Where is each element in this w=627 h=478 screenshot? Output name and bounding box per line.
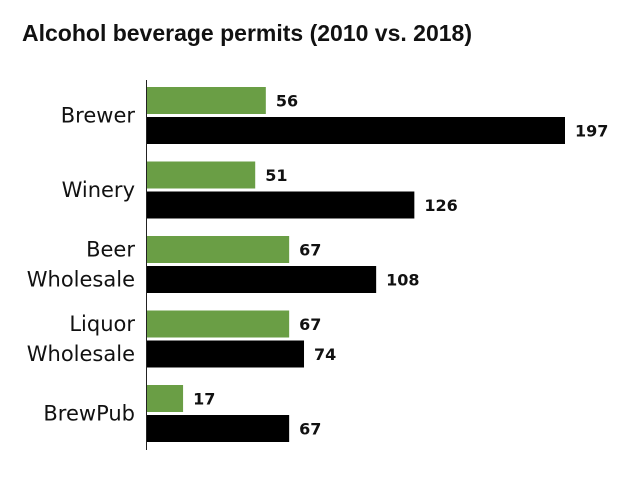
data-label: 67: [299, 315, 321, 334]
bar-2018: [147, 340, 305, 368]
bar-2010: [147, 87, 266, 114]
data-label: 74: [314, 345, 336, 364]
bar-2010: [147, 236, 290, 263]
data-label: 67: [299, 241, 321, 260]
chart-title: Alcohol beverage permits (2010 vs. 2018): [22, 20, 472, 46]
category-label: Beer Wholesale: [27, 238, 136, 292]
bar-2010: [147, 161, 256, 189]
bar-2018: [147, 266, 377, 293]
data-label: 126: [424, 196, 457, 215]
bar-2010: [147, 385, 184, 412]
bar-2018: [147, 415, 290, 442]
bar-2010: [147, 310, 290, 338]
bar-2018: [147, 117, 565, 144]
category-label: Liquor Wholesale: [27, 312, 136, 366]
category-label: Brewer: [61, 104, 136, 128]
data-label: 56: [276, 92, 298, 111]
category-label: BrewPub: [43, 402, 135, 426]
bar-2018: [147, 191, 415, 219]
category-label: Winery: [62, 178, 135, 202]
data-label: 67: [299, 420, 321, 439]
data-label: 108: [386, 271, 419, 290]
data-label: 197: [575, 122, 608, 141]
data-label: 51: [265, 166, 287, 185]
data-label: 17: [193, 390, 215, 409]
